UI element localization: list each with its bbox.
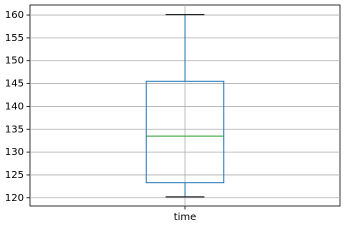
x-tick-label: time [174,212,197,223]
y-tick-label: 145 [5,79,24,90]
y-tick-label: 160 [5,10,24,21]
y-tick-label: 140 [5,101,24,112]
y-tick-label: 150 [5,56,24,67]
box [145,80,225,184]
y-tick-label: 125 [5,170,24,181]
y-tick-label: 120 [5,193,24,204]
chart: 120 125 130 135 140 145 150 155 160 time [5,4,341,223]
y-tick-label: 135 [5,124,24,135]
y-tick-label: 130 [5,147,24,158]
y-tick-label: 155 [5,33,24,44]
